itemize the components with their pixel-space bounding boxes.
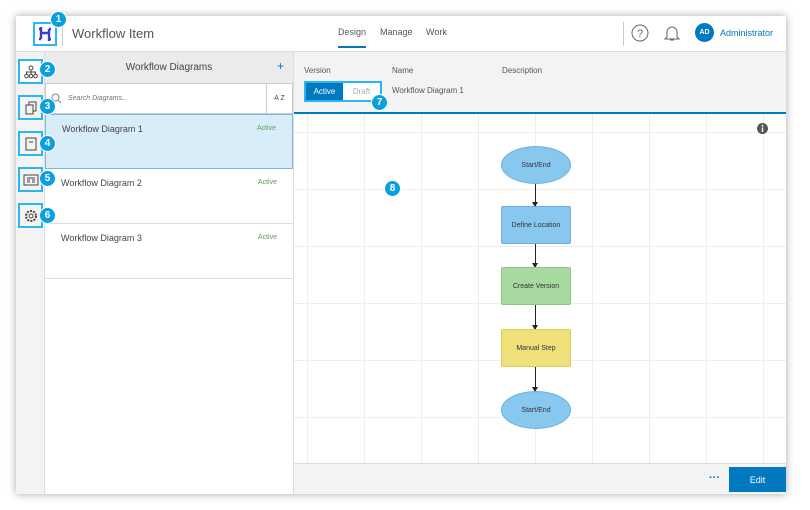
tab-manage[interactable]: Manage bbox=[380, 27, 413, 37]
help-icon[interactable]: ? bbox=[631, 24, 649, 42]
status-badge: Active bbox=[256, 125, 276, 132]
connector-arrow bbox=[532, 244, 538, 268]
node-start[interactable]: Start/End bbox=[501, 146, 571, 184]
gear-icon bbox=[24, 209, 37, 222]
version-label: Version bbox=[304, 66, 331, 75]
app-logo[interactable] bbox=[33, 22, 57, 46]
callout-badge: 3 bbox=[39, 98, 56, 115]
sidebar-rail bbox=[16, 52, 45, 494]
template-icon bbox=[23, 174, 38, 185]
version-toggle: Active Draft bbox=[304, 81, 382, 102]
user-name[interactable]: Administrator bbox=[720, 28, 774, 38]
diagram-name: Workflow Diagram 2 bbox=[61, 178, 142, 188]
panel-header: Workflow Diagrams + bbox=[45, 52, 293, 83]
connector-arrow bbox=[532, 305, 538, 330]
info-icon[interactable] bbox=[757, 123, 768, 134]
sort-button[interactable]: A Z bbox=[266, 84, 292, 113]
more-button[interactable]: ··· bbox=[709, 472, 720, 484]
active-version-button[interactable]: Active bbox=[306, 83, 343, 100]
callout-badge: 5 bbox=[39, 170, 56, 187]
callout-badge: 6 bbox=[39, 207, 56, 224]
node-end[interactable]: Start/End bbox=[501, 391, 571, 429]
header: Workflow Item Design Manage Work ? AD Ad… bbox=[16, 16, 786, 52]
node-create-version[interactable]: Create Version bbox=[501, 267, 571, 305]
node-manual-step[interactable]: Manual Step bbox=[501, 329, 571, 367]
workflow-logo-icon bbox=[39, 27, 51, 41]
draft-version-button[interactable]: Draft bbox=[352, 87, 371, 96]
divider bbox=[623, 22, 624, 46]
diagrams-panel: Workflow Diagrams + A Z Workflow Diagram… bbox=[45, 52, 294, 494]
list-item[interactable]: Workflow Diagram 3 Active bbox=[45, 224, 293, 279]
callout-badge: 4 bbox=[39, 135, 56, 152]
edit-button[interactable]: Edit bbox=[729, 467, 786, 492]
diagram-icon bbox=[23, 65, 38, 78]
tab-work[interactable]: Work bbox=[426, 27, 447, 37]
diagram-canvas[interactable]: Start/End Define Location Create Version… bbox=[294, 114, 786, 463]
callout-badge: 2 bbox=[39, 61, 56, 78]
documents-icon bbox=[25, 101, 36, 114]
name-value: Workflow Diagram 1 bbox=[392, 86, 464, 95]
diagram-name: Workflow Diagram 1 bbox=[62, 124, 143, 134]
callout-badge: 1 bbox=[50, 11, 67, 28]
name-label: Name bbox=[392, 66, 414, 75]
footer-bar: ··· Edit bbox=[294, 463, 786, 494]
panel-title: Workflow Diagrams bbox=[125, 62, 213, 73]
sidebar-item-templates[interactable] bbox=[18, 167, 43, 192]
list-item[interactable]: Workflow Diagram 1 Active bbox=[45, 114, 293, 169]
form-icon bbox=[25, 137, 36, 150]
sidebar-item-settings[interactable] bbox=[18, 203, 43, 228]
add-diagram-button[interactable]: + bbox=[276, 59, 284, 73]
bell-icon[interactable] bbox=[664, 24, 680, 42]
search-box: A Z bbox=[45, 83, 293, 114]
search-input[interactable] bbox=[68, 95, 248, 102]
version-bar: Version Name Description Active Draft Wo… bbox=[294, 52, 786, 114]
connector-arrow bbox=[532, 367, 538, 392]
description-label: Description bbox=[502, 66, 543, 75]
status-badge: Active bbox=[257, 179, 277, 186]
search-icon bbox=[51, 93, 62, 104]
status-badge: Active bbox=[257, 234, 277, 241]
diagram-name: Workflow Diagram 3 bbox=[61, 233, 142, 243]
main-area: Version Name Description Active Draft Wo… bbox=[294, 52, 786, 494]
list-item[interactable]: Workflow Diagram 2 Active bbox=[45, 169, 293, 224]
svg-text:?: ? bbox=[637, 28, 643, 40]
callout-badge: 8 bbox=[384, 180, 401, 197]
tab-design[interactable]: Design bbox=[338, 27, 367, 48]
node-define-location[interactable]: Define Location bbox=[501, 206, 571, 244]
divider bbox=[62, 24, 63, 46]
connector-arrow bbox=[532, 184, 538, 207]
app-window: Workflow Item Design Manage Work ? AD Ad… bbox=[16, 16, 786, 494]
avatar[interactable]: AD bbox=[695, 23, 714, 42]
app-title: Workflow Item bbox=[72, 26, 155, 41]
callout-badge: 7 bbox=[371, 94, 388, 111]
